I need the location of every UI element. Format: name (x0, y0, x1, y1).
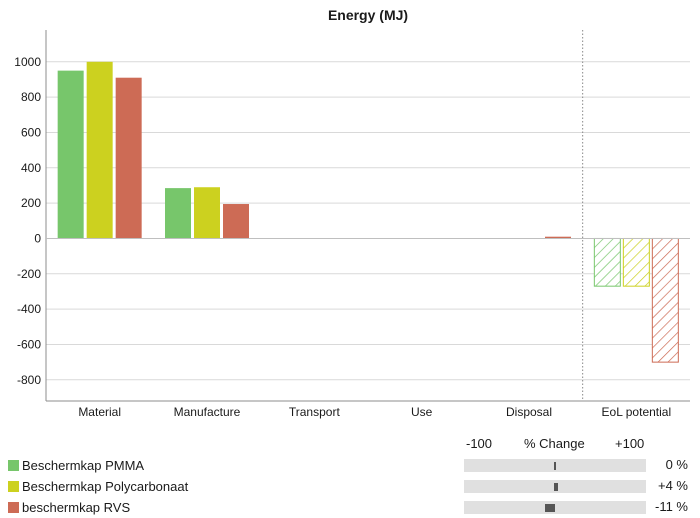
change-fill-rvs (544, 504, 555, 512)
y-tick-label: 800 (21, 90, 41, 104)
bar-manufacture-beschermkap-pmma (165, 188, 191, 239)
y-tick-label: -400 (17, 302, 41, 316)
percent-change-header: -100 % Change +100 (462, 436, 650, 454)
bar-eol-potential-beschermkap-pmma (593, 237, 621, 287)
chart-title: Energy (MJ) (328, 7, 408, 23)
legend-item-pmma: Beschermkap PMMA (8, 456, 144, 474)
bar-material-beschermkap-rvs (115, 77, 142, 239)
change-bar-polycarbonaat (464, 480, 646, 493)
y-tick-label: 0 (34, 231, 41, 245)
bar-material-beschermkap-polycarbonaat (86, 61, 113, 239)
change-max-label: +100 (615, 436, 645, 451)
legend-swatch-rvs (8, 501, 19, 513)
y-tick-label: -600 (17, 337, 41, 351)
change-value-rvs: -11 % (655, 499, 688, 514)
y-tick-label: -200 (17, 267, 41, 281)
bar-manufacture-beschermkap-rvs (223, 204, 249, 239)
y-tick-label: 1000 (14, 55, 41, 69)
change-fill-pmma (554, 462, 556, 470)
y-tick-label: 600 (21, 125, 41, 139)
x-tick-label-material: Material (78, 405, 121, 419)
change-title: % Change (524, 436, 585, 451)
legend-swatch-pmma (8, 459, 19, 471)
change-bar-rvs (464, 501, 646, 514)
x-tick-label-manufacture: Manufacture (174, 405, 241, 419)
legend-swatch-polycarbonaat (8, 480, 19, 492)
change-value-polycarbonaat: +4 % (658, 478, 688, 493)
change-bar-pmma (464, 459, 646, 472)
bar-eol-potential-beschermkap-polycarbonaat (622, 237, 650, 287)
x-tick-label-disposal: Disposal (506, 405, 552, 419)
bar-disposal-beschermkap-rvs (545, 236, 571, 239)
legend-label-polycarbonaat: Beschermkap Polycarbonaat (22, 478, 189, 494)
change-min-label: -100 (466, 436, 493, 451)
bar-eol-potential-beschermkap-rvs (651, 237, 679, 363)
legend-item-polycarbonaat: Beschermkap Polycarbonaat (8, 477, 188, 495)
x-tick-label-eol-potential: EoL potential (602, 405, 672, 419)
legend-item-rvs: beschermkap RVS (8, 498, 130, 516)
legend-label-pmma: Beschermkap PMMA (22, 457, 145, 473)
bar-material-beschermkap-pmma (57, 70, 84, 239)
x-tick-label-use: Use (411, 405, 433, 419)
change-fill-polycarbonaat (554, 483, 558, 491)
y-tick-label: 400 (21, 161, 41, 175)
bar-manufacture-beschermkap-polycarbonaat (194, 187, 220, 239)
x-tick-label-transport: Transport (289, 405, 341, 419)
y-tick-label: -800 (17, 373, 41, 387)
y-tick-label: 200 (21, 196, 41, 210)
change-value-pmma: 0 % (665, 457, 688, 472)
legend-label-rvs: beschermkap RVS (22, 499, 131, 515)
